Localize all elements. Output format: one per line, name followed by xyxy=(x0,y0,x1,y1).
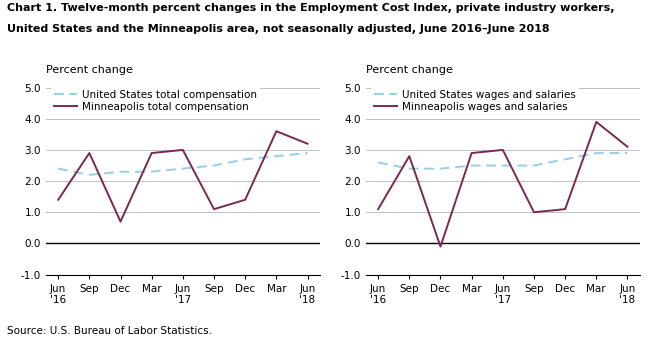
Text: Source: U.S. Bureau of Labor Statistics.: Source: U.S. Bureau of Labor Statistics. xyxy=(7,326,212,336)
Legend: United States wages and salaries, Minneapolis wages and salaries: United States wages and salaries, Minnea… xyxy=(371,86,579,115)
Legend: United States total compensation, Minneapolis total compensation: United States total compensation, Minnea… xyxy=(51,86,261,115)
Text: Percent change: Percent change xyxy=(366,65,453,75)
Text: United States and the Minneapolis area, not seasonally adjusted, June 2016–June : United States and the Minneapolis area, … xyxy=(7,24,549,34)
Text: Chart 1. Twelve-month percent changes in the Employment Cost Index, private indu: Chart 1. Twelve-month percent changes in… xyxy=(7,3,614,13)
Text: Percent change: Percent change xyxy=(46,65,133,75)
